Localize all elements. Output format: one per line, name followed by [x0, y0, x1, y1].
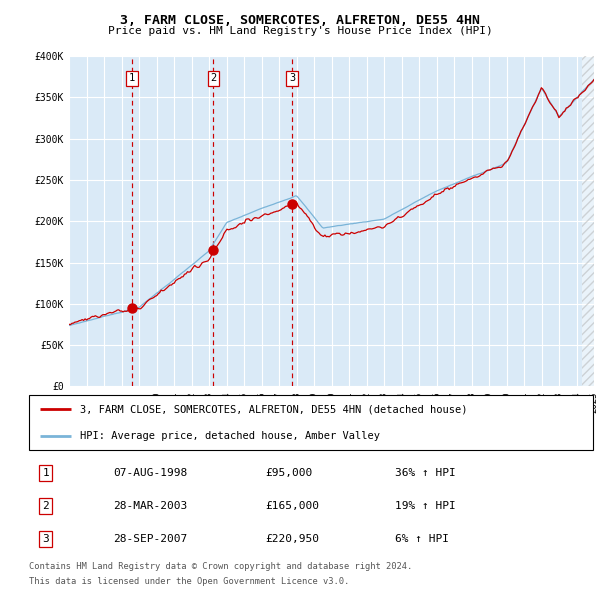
Text: £165,000: £165,000 [266, 501, 320, 511]
Text: 07-AUG-1998: 07-AUG-1998 [113, 468, 188, 478]
Text: 3: 3 [43, 534, 49, 544]
Text: 28-MAR-2003: 28-MAR-2003 [113, 501, 188, 511]
Text: 2: 2 [210, 73, 217, 83]
Text: 1: 1 [43, 468, 49, 478]
Text: 2: 2 [43, 501, 49, 511]
Text: 3: 3 [289, 73, 295, 83]
Text: 19% ↑ HPI: 19% ↑ HPI [395, 501, 456, 511]
Text: 3, FARM CLOSE, SOMERCOTES, ALFRETON, DE55 4HN: 3, FARM CLOSE, SOMERCOTES, ALFRETON, DE5… [120, 14, 480, 27]
Text: 36% ↑ HPI: 36% ↑ HPI [395, 468, 456, 478]
Bar [582, 56, 594, 386]
Text: Contains HM Land Registry data © Crown copyright and database right 2024.: Contains HM Land Registry data © Crown c… [29, 562, 412, 571]
Text: £220,950: £220,950 [266, 534, 320, 544]
FancyBboxPatch shape [29, 395, 593, 450]
Text: £95,000: £95,000 [266, 468, 313, 478]
Text: 3, FARM CLOSE, SOMERCOTES, ALFRETON, DE55 4HN (detached house): 3, FARM CLOSE, SOMERCOTES, ALFRETON, DE5… [80, 404, 467, 414]
Text: 6% ↑ HPI: 6% ↑ HPI [395, 534, 449, 544]
Text: This data is licensed under the Open Government Licence v3.0.: This data is licensed under the Open Gov… [29, 578, 349, 586]
Text: HPI: Average price, detached house, Amber Valley: HPI: Average price, detached house, Ambe… [80, 431, 380, 441]
Text: Price paid vs. HM Land Registry's House Price Index (HPI): Price paid vs. HM Land Registry's House … [107, 26, 493, 35]
Text: 28-SEP-2007: 28-SEP-2007 [113, 534, 188, 544]
Text: 1: 1 [129, 73, 135, 83]
